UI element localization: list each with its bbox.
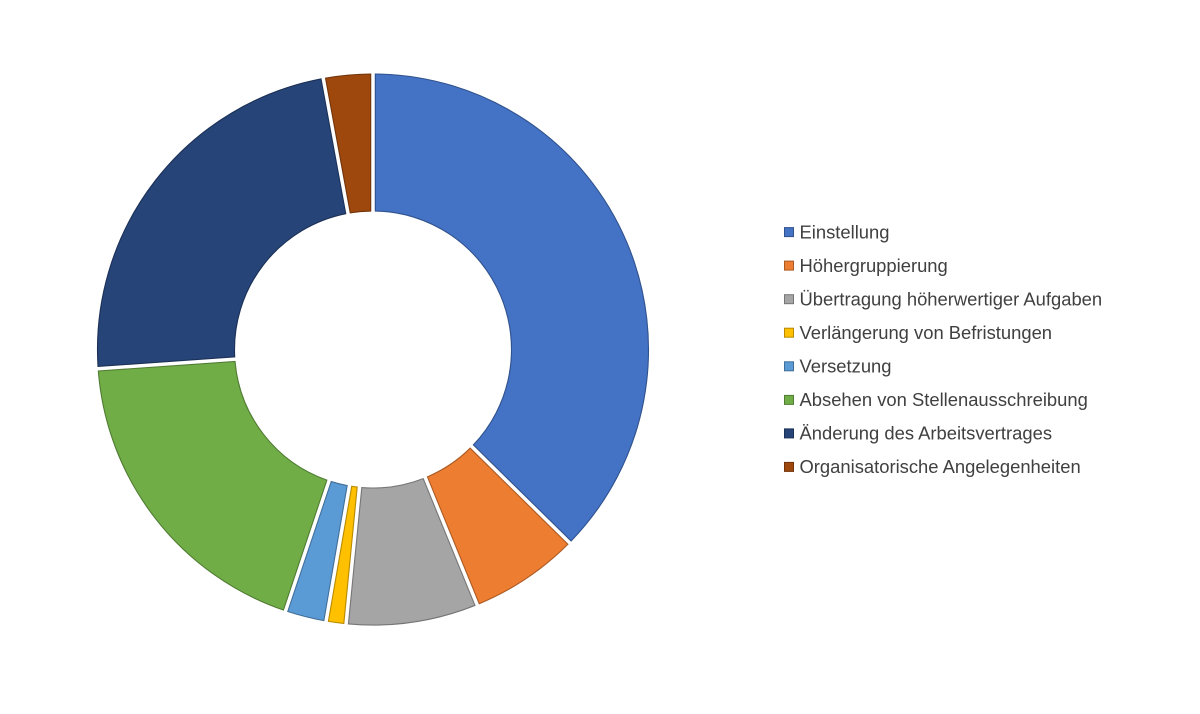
svg-text:Höhergruppierung: Höhergruppierung <box>800 255 948 276</box>
svg-text:Absehen von Stellenausschreibu: Absehen von Stellenausschreibung <box>800 389 1088 410</box>
svg-text:Einstellung: Einstellung <box>800 221 890 242</box>
svg-text:Änderung des Arbeitsvertrages: Änderung des Arbeitsvertrages <box>800 423 1053 444</box>
svg-text:Versetzung: Versetzung <box>800 356 892 377</box>
svg-text:Organisatorische Angelegenheit: Organisatorische Angelegenheiten <box>800 456 1081 477</box>
svg-text:Übertragung höherwertiger Aufg: Übertragung höherwertiger Aufgaben <box>800 288 1103 309</box>
svg-text:Verlängerung von Befristungen: Verlängerung von Befristungen <box>800 322 1053 343</box>
